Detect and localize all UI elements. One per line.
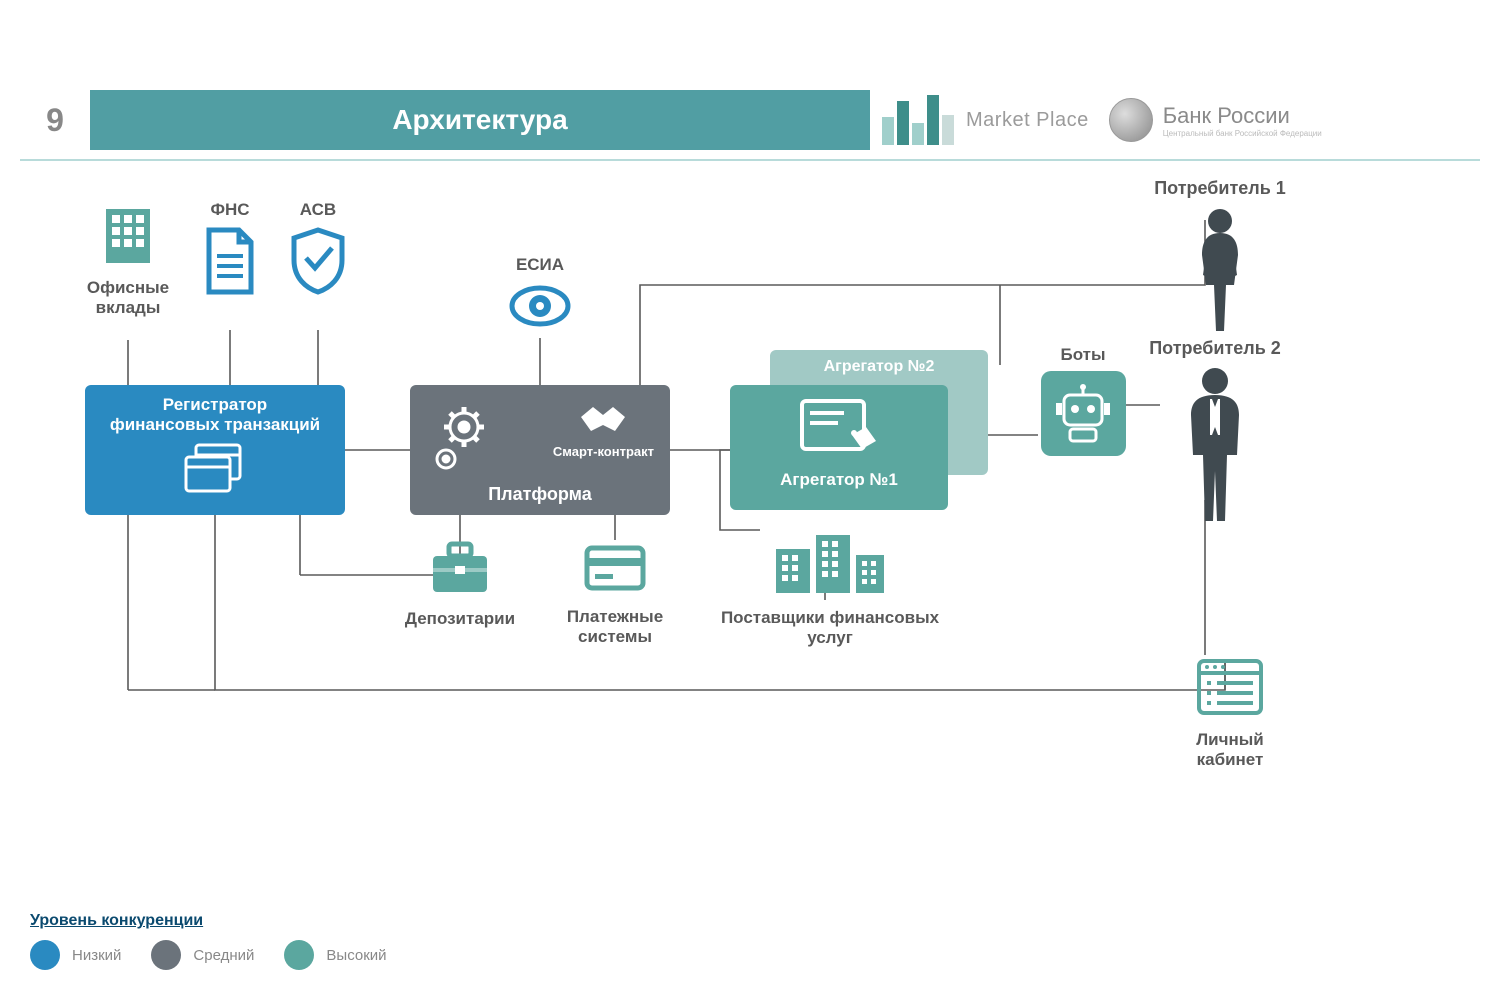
- bank-logo: Банк России Центральный банк Российской …: [1109, 98, 1322, 142]
- buildings-icon: [770, 525, 890, 597]
- document-icon: [201, 226, 259, 296]
- legend-dot-medium: [151, 940, 181, 970]
- person-male-icon: [1172, 365, 1258, 525]
- tablet-touch-icon: [794, 395, 884, 461]
- slide-title: Архитектура: [90, 90, 870, 150]
- consumer2-label: Потребитель 2: [1130, 338, 1300, 359]
- person-female-icon: [1185, 205, 1255, 335]
- node-depositories: Депозитарии: [400, 538, 520, 629]
- node-consumer-2: Потребитель 2: [1130, 338, 1300, 530]
- shield-check-icon: [288, 226, 348, 296]
- node-bots: Боты: [1028, 345, 1138, 456]
- windows-icon: [180, 441, 250, 495]
- payment-systems-label: Платежные системы: [555, 607, 675, 647]
- node-fin-providers: Поставщики финансовых услуг: [710, 525, 950, 648]
- legend-dot-low: [30, 940, 60, 970]
- aggregator1-label: Агрегатор №1: [730, 470, 948, 490]
- gears-icon: [428, 399, 508, 479]
- handshake-icon: [575, 399, 631, 439]
- browser-list-icon: [1193, 655, 1267, 719]
- personal-cabinet-label: Личный кабинет: [1170, 730, 1290, 770]
- node-office-deposits: Офисные вклады: [78, 205, 178, 318]
- legend-item-high: Высокий: [284, 940, 386, 970]
- legend-label-medium: Средний: [193, 947, 254, 964]
- architecture-diagram: Офисные вклады ФНС АСВ ЕСИА Регистратор …: [0, 170, 1500, 1000]
- depositories-label: Депозитарии: [400, 609, 520, 629]
- fin-providers-label: Поставщики финансовых услуг: [710, 608, 950, 648]
- bots-label: Боты: [1028, 345, 1138, 365]
- page-number: 9: [20, 102, 90, 139]
- smart-contract-label: Смарт-контракт: [553, 444, 654, 459]
- legend-dot-high: [284, 940, 314, 970]
- aggregator2-label: Агрегатор №2: [770, 358, 988, 376]
- bank-subtitle: Центральный банк Российской Федерации: [1163, 129, 1322, 138]
- credit-card-icon: [581, 538, 649, 596]
- node-payment-systems: Платежные системы: [555, 538, 675, 647]
- briefcase-icon: [425, 538, 495, 598]
- platform-label: Платформа: [410, 484, 670, 505]
- fns-label: ФНС: [190, 200, 270, 220]
- legend-label-high: Высокий: [326, 947, 386, 964]
- registrar-label: Регистратор финансовых транзакций: [85, 395, 345, 435]
- legend-item-low: Низкий: [30, 940, 121, 970]
- node-asv: АСВ: [278, 200, 358, 301]
- legend-item-medium: Средний: [151, 940, 254, 970]
- robot-icon: [1052, 383, 1114, 445]
- marketplace-logo-icon: [882, 95, 954, 145]
- legend: Уровень конкуренции Низкий Средний Высок…: [30, 912, 387, 970]
- building-icon: [102, 205, 154, 267]
- node-platform: Смарт-контракт Платформа: [410, 385, 670, 515]
- node-registrar: Регистратор финансовых транзакций: [85, 385, 345, 515]
- esia-label: ЕСИА: [495, 255, 585, 275]
- node-fns: ФНС: [190, 200, 270, 301]
- legend-title: Уровень конкуренции: [30, 912, 387, 930]
- asv-label: АСВ: [278, 200, 358, 220]
- bank-name: Банк России: [1163, 103, 1322, 129]
- office-deposits-label: Офисные вклады: [78, 278, 178, 318]
- legend-label-low: Низкий: [72, 947, 121, 964]
- slide-header: 9 Архитектура Market Place Банк России Ц…: [20, 85, 1480, 155]
- header-underline: [20, 159, 1480, 161]
- bank-emblem-icon: [1109, 98, 1153, 142]
- node-personal-cabinet: Личный кабинет: [1170, 655, 1290, 770]
- node-consumer-1: Потребитель 1: [1145, 178, 1295, 340]
- marketplace-label: Market Place: [966, 109, 1089, 132]
- eye-icon: [508, 281, 572, 331]
- node-aggregator-1: Агрегатор №1: [730, 385, 948, 510]
- consumer1-label: Потребитель 1: [1145, 178, 1295, 199]
- node-esia: ЕСИА: [495, 255, 585, 336]
